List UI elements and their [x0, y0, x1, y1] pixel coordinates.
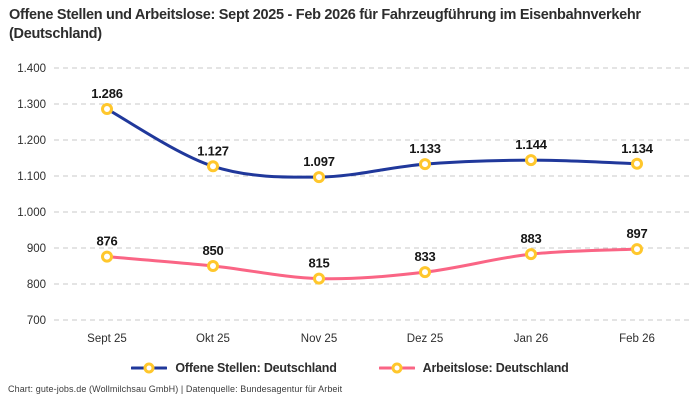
- x-axis-tick-label: Feb 26: [619, 333, 655, 345]
- arbeitslose-data-point-marker[interactable]: [631, 243, 643, 256]
- y-axis-tick-label: 1.300: [17, 99, 46, 111]
- offene-stellen-data-point-label: 1.127: [197, 143, 229, 158]
- offene-stellen-line: [105, 107, 639, 179]
- y-axis-tick-label: 900: [27, 243, 46, 255]
- legend-item-offene-stellen[interactable]: Offene Stellen: Deutschland: [131, 361, 337, 375]
- y-axis-tick-label: 1.100: [17, 171, 46, 183]
- x-axis-tick-label: Sept 25: [87, 333, 127, 345]
- legend: Offene Stellen: Deutschland Arbeitslose:…: [0, 357, 700, 379]
- x-axis-tick-label: Okt 25: [196, 333, 230, 345]
- offene-stellen-data-point-marker[interactable]: [419, 158, 431, 171]
- arbeitslose-data-point-marker[interactable]: [207, 260, 219, 272]
- offene-stellen-data-point-marker[interactable]: [207, 160, 219, 173]
- arbeitslose-data-point-label: 850: [202, 243, 223, 258]
- arbeitslose-line: [105, 247, 639, 281]
- x-axis-tick-label: Jan 26: [514, 333, 549, 345]
- offene-stellen-data-point-marker[interactable]: [631, 157, 643, 170]
- legend-item-arbeitslose[interactable]: Arbeitslose: Deutschland: [378, 361, 569, 375]
- x-axis-tick-label: Dez 25: [407, 333, 443, 345]
- arbeitslose-data-point-marker[interactable]: [419, 266, 431, 279]
- offene-stellen-data-point-marker[interactable]: [313, 171, 325, 184]
- arbeitslose-data-point-marker[interactable]: [101, 250, 113, 263]
- chart-title: Offene Stellen und Arbeitslose: Sept 202…: [9, 7, 641, 43]
- legend-label-arbeitslose: Arbeitslose: Deutschland: [422, 361, 569, 375]
- arbeitslose-line-icon: [378, 362, 415, 374]
- arbeitslose-data-point-label: 815: [308, 256, 329, 271]
- arbeitslose-data-point-label: 897: [626, 226, 647, 241]
- y-axis-tick-label: 1.400: [17, 63, 46, 75]
- y-axis-tick-label: 700: [27, 315, 46, 327]
- arbeitslose-data-point-marker[interactable]: [525, 248, 537, 261]
- offene-stellen-data-point-label: 1.134: [621, 141, 654, 156]
- y-axis-tick-label: 1.000: [17, 207, 46, 219]
- offene-stellen-data-point-label: 1.286: [91, 86, 123, 101]
- y-axis-tick-label: 1.200: [17, 135, 46, 147]
- offene-stellen-data-point-label: 1.133: [409, 141, 441, 156]
- arbeitslose-data-point-label: 883: [520, 231, 541, 246]
- legend-label-offene-stellen: Offene Stellen: Deutschland: [175, 361, 337, 375]
- offene-stellen-data-point-marker[interactable]: [101, 103, 113, 116]
- y-axis-tick-label: 800: [27, 279, 46, 291]
- arbeitslose-data-point-marker[interactable]: [313, 272, 325, 285]
- x-axis-tick-label: Nov 25: [301, 333, 337, 345]
- line-chart-plot-area: 700 800 900 1.000 1.100 1.200 1.300 1.400 Sept 2…: [17, 63, 690, 345]
- offene-stellen-data-point-marker[interactable]: [525, 154, 537, 167]
- arbeitslose-data-point-label: 876: [96, 234, 117, 249]
- chart-source-attribution: Chart: gute-jobs.de (Wollmilchsau GmbH) …: [8, 384, 343, 394]
- arbeitslose-data-point-label: 833: [414, 249, 435, 264]
- offene-stellen-line-icon: [131, 362, 168, 374]
- offene-stellen-data-point-label: 1.097: [303, 154, 335, 169]
- offene-stellen-data-point-label: 1.144: [515, 137, 548, 152]
